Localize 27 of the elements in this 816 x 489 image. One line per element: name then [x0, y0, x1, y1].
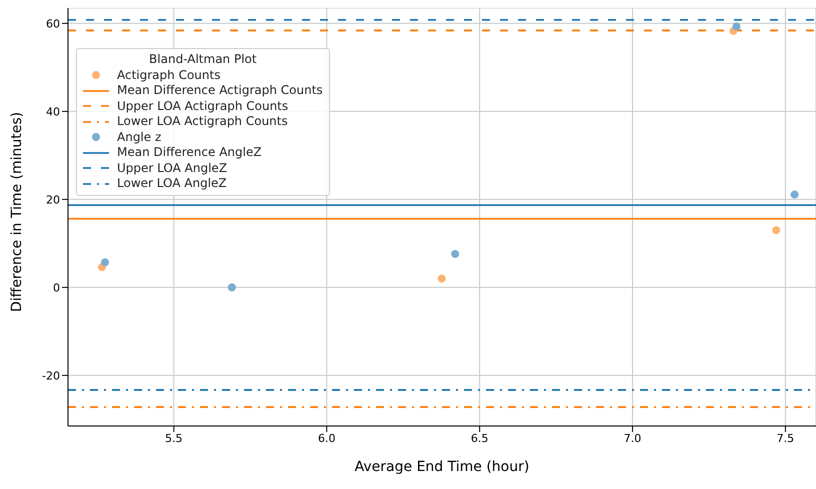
legend-label: Lower LOA Actigraph Counts — [117, 114, 288, 130]
legend-label: Actigraph Counts — [117, 68, 220, 83]
point — [732, 22, 740, 30]
point — [772, 226, 780, 234]
point — [438, 274, 446, 283]
y-tick-label: 40 — [46, 105, 60, 118]
legend-label: Upper LOA Actigraph Counts — [117, 98, 288, 114]
legend-label: Lower LOA AngleZ — [117, 176, 227, 192]
legend-label: Mean Difference AngleZ — [117, 145, 262, 160]
legend-label: Angle z — [117, 130, 162, 145]
point — [101, 258, 110, 266]
y-tick-label: 20 — [46, 193, 60, 206]
y-tick-label: 0 — [53, 281, 60, 294]
y-axis-title: Difference in Time (minutes) — [8, 112, 25, 312]
legend-title: Bland-Altman Plot — [148, 52, 258, 68]
point — [790, 190, 799, 199]
y-tick-label: 60 — [46, 17, 60, 30]
x-tick-label: 6.5 — [470, 432, 488, 445]
point — [451, 250, 460, 258]
x-axis-title: Average End Time (hour) — [354, 459, 530, 475]
legend-label: Mean Difference Actigraph Counts — [117, 83, 323, 98]
x-tick-label: 7.0 — [624, 432, 642, 445]
y-tick-label: -20 — [42, 369, 60, 382]
legend-label: Upper LOA AngleZ — [117, 160, 228, 176]
x-tick-label: 5.5 — [165, 432, 183, 445]
x-tick-label: 7.5 — [776, 432, 794, 445]
x-tick-label: 6.0 — [318, 432, 336, 445]
